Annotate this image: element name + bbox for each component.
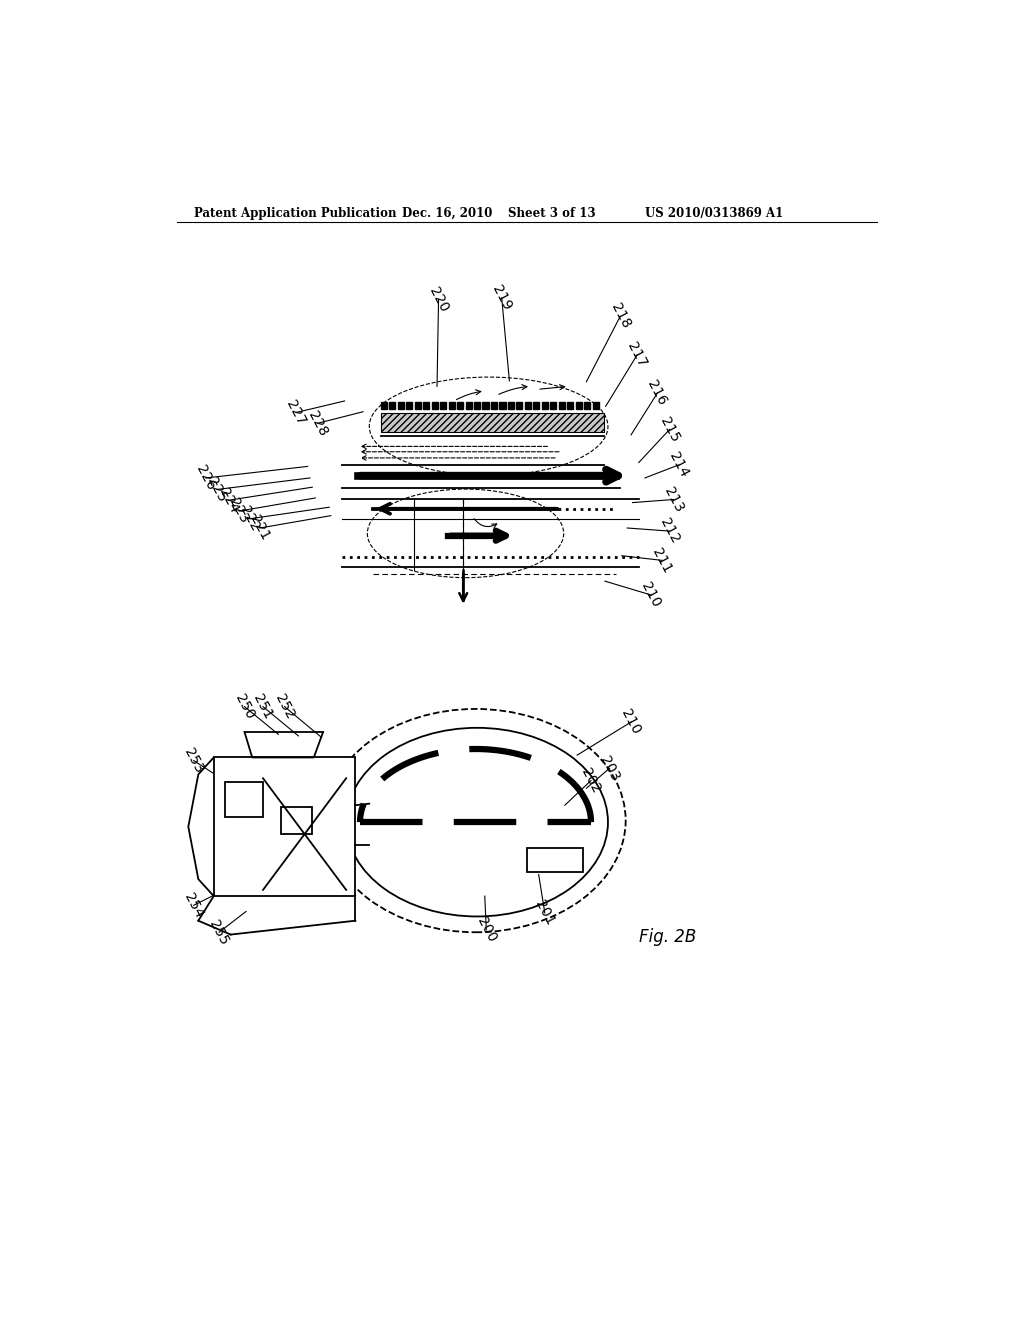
Text: 215: 215 [657, 414, 682, 445]
Text: 218: 218 [608, 301, 633, 331]
Text: 250: 250 [232, 692, 257, 722]
Text: 221: 221 [248, 513, 272, 543]
Text: 251: 251 [251, 692, 275, 722]
Bar [423, 403, 429, 409]
Bar [482, 403, 488, 409]
Text: 217: 217 [625, 339, 649, 370]
Text: 227: 227 [284, 397, 308, 428]
Bar [584, 403, 590, 409]
Text: 224: 224 [216, 486, 241, 515]
Text: 213: 213 [662, 484, 686, 515]
Text: Patent Application Publication: Patent Application Publication [194, 207, 396, 220]
Bar [466, 403, 472, 409]
Bar [397, 403, 403, 409]
Bar [457, 403, 463, 409]
Text: Fig. 2B: Fig. 2B [639, 928, 696, 946]
Bar [449, 403, 455, 409]
Text: Sheet 3 of 13: Sheet 3 of 13 [508, 207, 596, 220]
Bar [407, 403, 413, 409]
Text: 222: 222 [238, 504, 262, 533]
Bar [381, 403, 387, 409]
Text: 254: 254 [181, 891, 206, 920]
Bar [281, 807, 311, 834]
Bar [550, 403, 556, 409]
Bar [567, 403, 573, 409]
Text: 216: 216 [645, 379, 670, 408]
Bar [527, 847, 583, 873]
Text: 228: 228 [305, 408, 330, 438]
Text: 223: 223 [226, 496, 252, 525]
Bar [559, 403, 565, 409]
Bar [432, 403, 438, 409]
Text: US 2010/0313869 A1: US 2010/0313869 A1 [645, 207, 783, 220]
Text: 212: 212 [657, 516, 682, 546]
Bar [593, 403, 599, 409]
Text: 211: 211 [649, 545, 674, 576]
Text: Dec. 16, 2010: Dec. 16, 2010 [401, 207, 492, 220]
Bar [224, 781, 263, 817]
Text: 203: 203 [597, 754, 622, 783]
Text: 200: 200 [474, 915, 499, 945]
Text: 253: 253 [181, 746, 206, 775]
Text: 226: 226 [194, 463, 218, 492]
Bar [516, 403, 522, 409]
Bar [214, 758, 355, 896]
Text: 202: 202 [579, 766, 603, 796]
Text: 210: 210 [618, 708, 643, 737]
Bar [415, 403, 421, 409]
Text: 214: 214 [667, 450, 691, 479]
Bar [500, 403, 506, 409]
Text: 220: 220 [426, 284, 451, 314]
Bar [389, 403, 395, 409]
Text: 201: 201 [532, 898, 557, 928]
Bar [575, 403, 582, 409]
Bar [524, 403, 531, 409]
Bar [542, 403, 548, 409]
Text: 255: 255 [207, 917, 231, 948]
Text: 225: 225 [205, 475, 229, 504]
Bar [474, 403, 480, 409]
Bar [381, 412, 604, 432]
Text: 210: 210 [639, 579, 664, 610]
Bar [440, 403, 446, 409]
Text: 252: 252 [272, 692, 297, 722]
Bar [490, 403, 497, 409]
Bar [508, 403, 514, 409]
Bar [534, 403, 540, 409]
Text: 219: 219 [489, 282, 514, 313]
